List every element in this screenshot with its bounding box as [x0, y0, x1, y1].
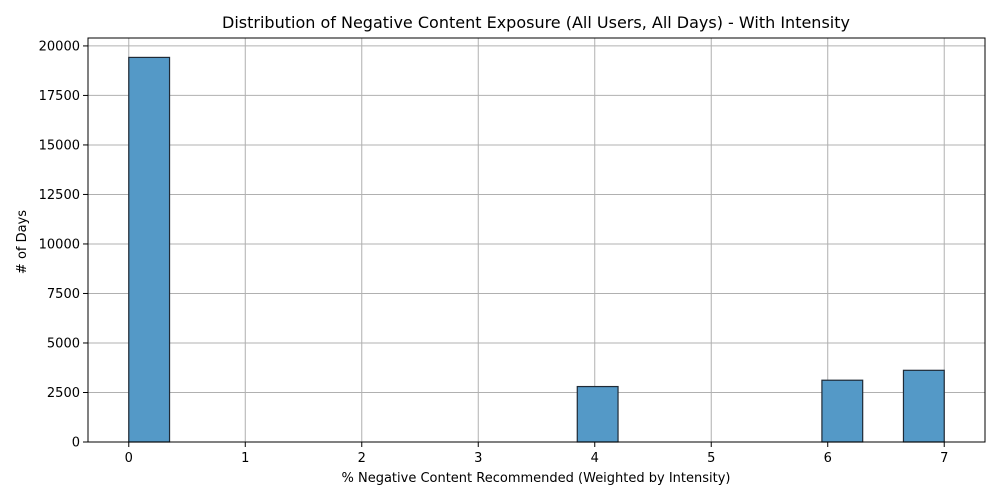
x-tick-label: 7: [940, 451, 948, 466]
y-tick-label: 17500: [39, 89, 80, 104]
x-tick-label: 4: [591, 451, 599, 466]
x-tick-label: 5: [707, 451, 715, 466]
y-tick-label: 0: [72, 436, 80, 451]
y-tick-label: 15000: [39, 138, 80, 153]
chart-title: Distribution of Negative Content Exposur…: [222, 13, 850, 32]
bar-layer: [128, 56, 945, 443]
histogram-bar: [902, 369, 945, 443]
y-tick-label: 5000: [47, 336, 80, 351]
tick-layer: 0 1 2 3 4 5 6 7 0 2500 5000 7500 10000 12500 15000 1750…: [39, 39, 949, 466]
x-tick-label: 1: [241, 451, 249, 466]
y-axis-label: # of Days: [15, 210, 30, 274]
y-tick-label: 12500: [39, 188, 80, 203]
histogram-bar: [128, 56, 171, 443]
histogram-bar: [821, 379, 864, 443]
y-tick-label: 10000: [39, 237, 80, 252]
y-tick-label: 2500: [47, 386, 80, 401]
x-tick-label: 6: [824, 451, 832, 466]
x-tick-label: 3: [474, 451, 482, 466]
y-tick-label: 20000: [39, 39, 80, 54]
x-axis-label: % Negative Content Recommended (Weighted…: [341, 471, 730, 486]
x-tick-label: 0: [125, 451, 133, 466]
histogram-bar: [576, 385, 619, 443]
x-tick-label: 2: [358, 451, 366, 466]
plot-frame: [87, 37, 986, 443]
y-tick-label: 7500: [47, 287, 80, 302]
